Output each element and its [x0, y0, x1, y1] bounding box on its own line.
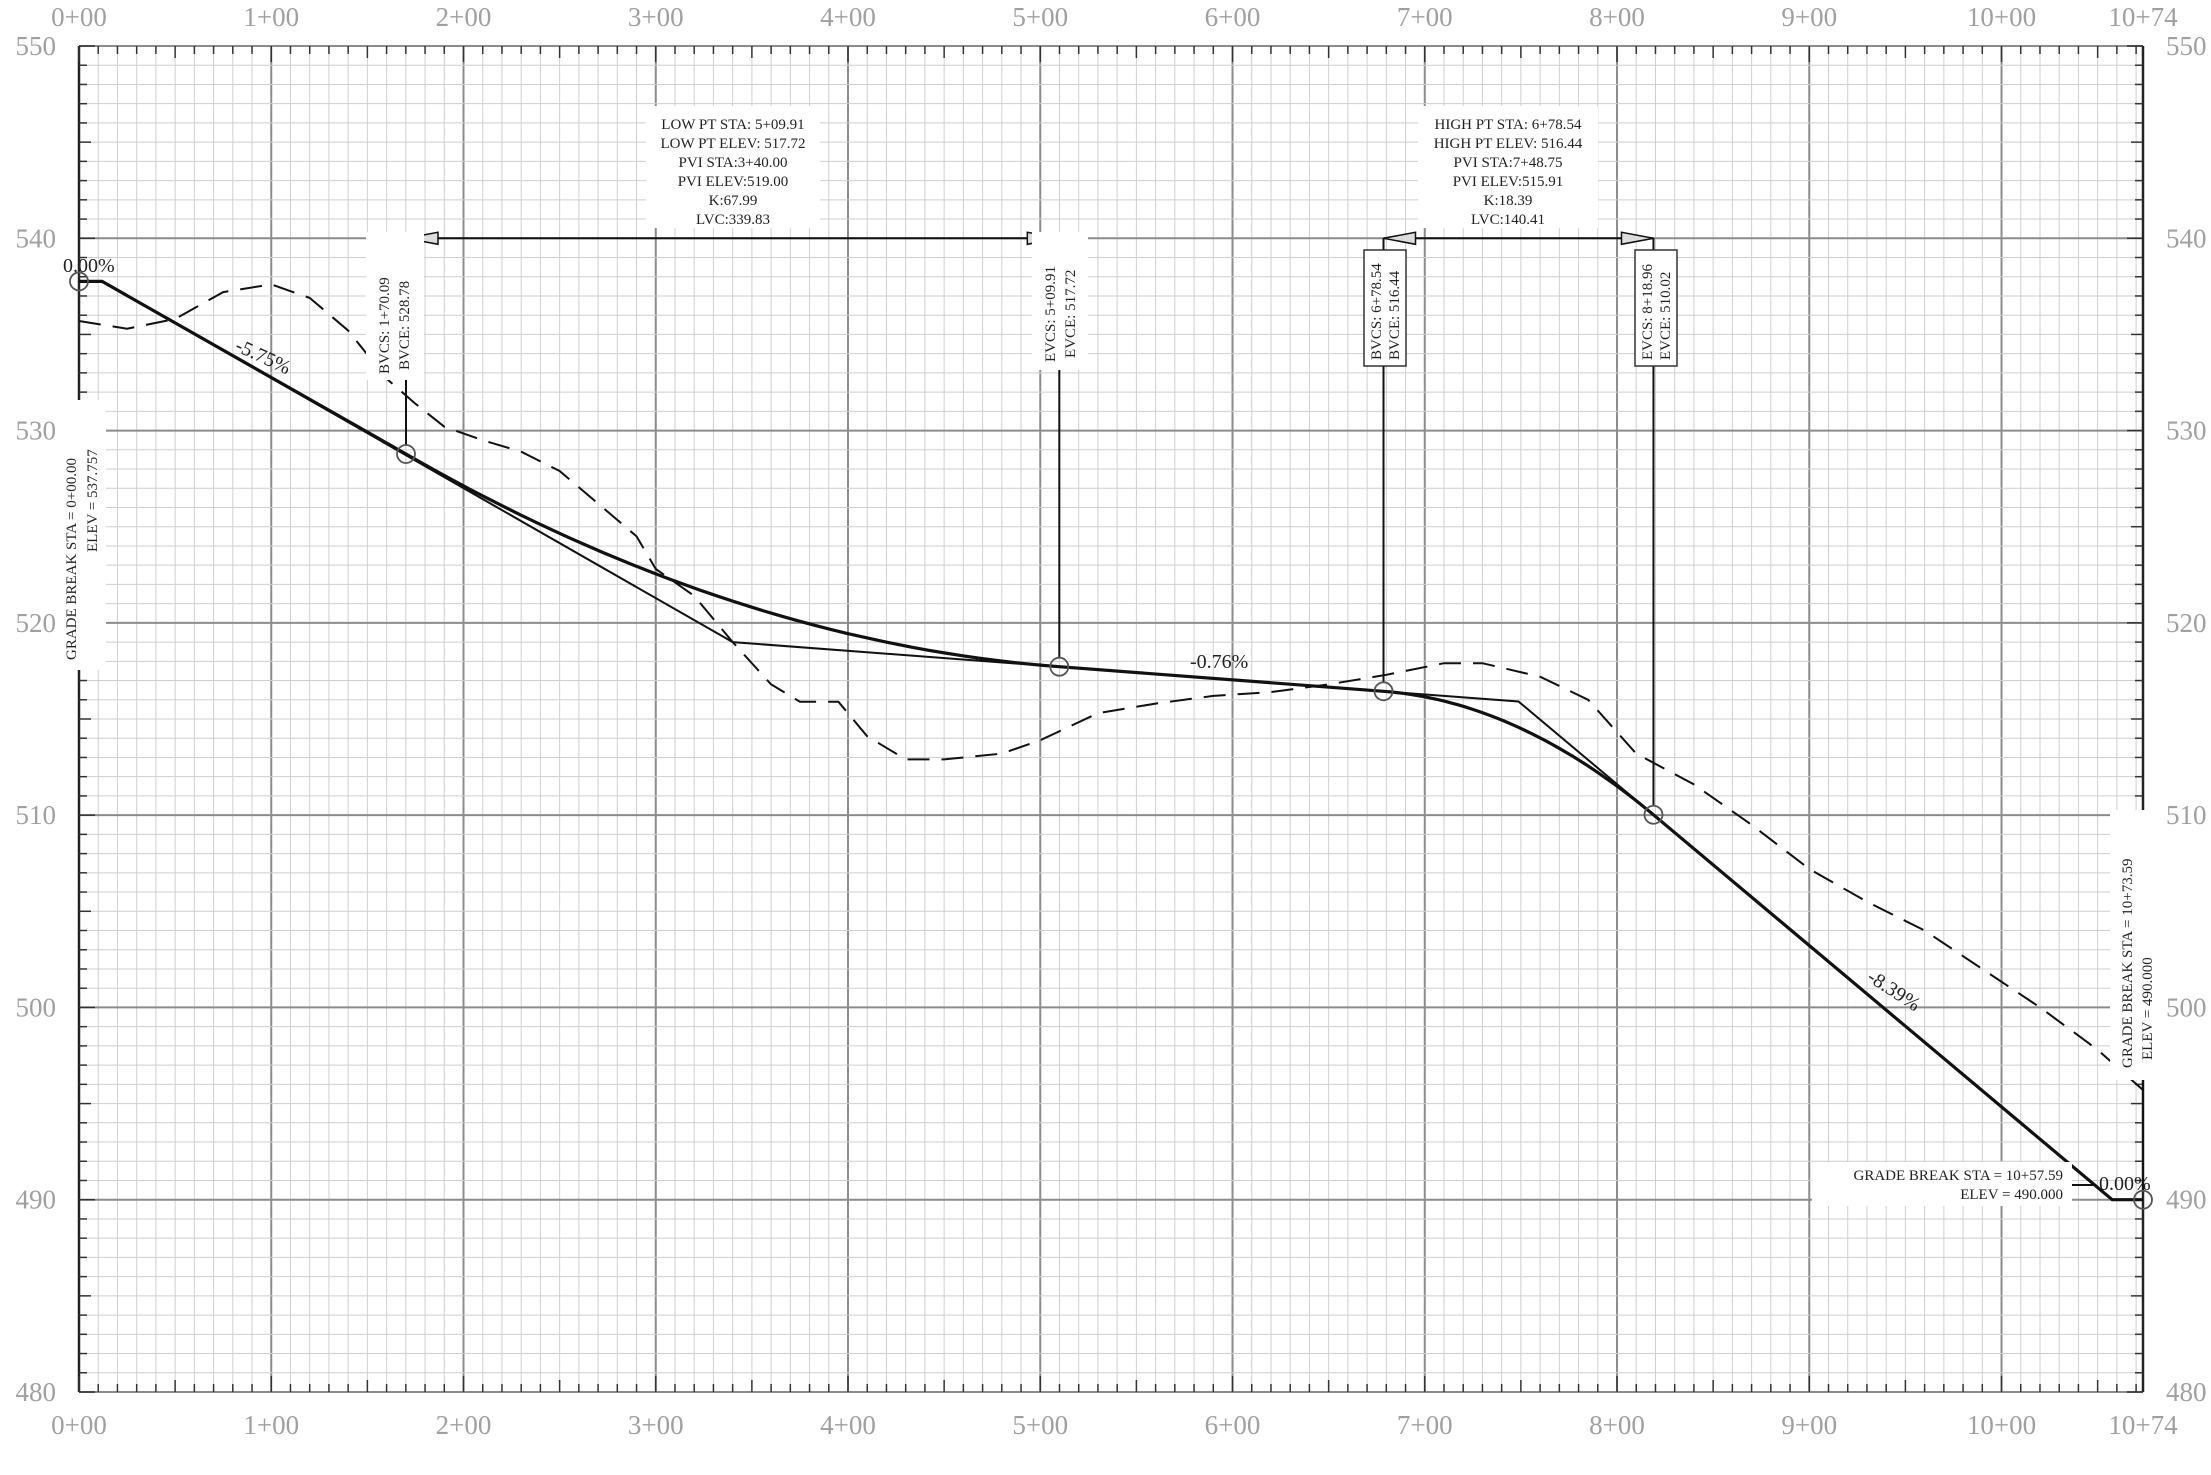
x-tick-label-bottom: 1+00 — [243, 1410, 299, 1440]
grade-break-start-station: GRADE BREAK STA = 0+00.00 — [64, 458, 80, 660]
grade-break-mid-elevation: ELEV = 490.000 — [1960, 1187, 2063, 1203]
evc-2-elevation: EVCE: 510.02 — [1658, 272, 1674, 360]
curve-1-info-box: LOW PT STA: 5+09.91 LOW PT ELEV: 517.72 … — [646, 106, 820, 228]
x-tick-label-bottom: 3+00 — [628, 1410, 684, 1440]
y-tick-label-right: 500 — [2166, 992, 2207, 1022]
curve-1-info-line: LVC:339.83 — [696, 212, 770, 228]
x-tick-label-top: 6+00 — [1205, 2, 1261, 32]
bvc-2-station: BVCS: 6+78.54 — [1369, 263, 1385, 360]
y-tick-label-left: 500 — [16, 992, 57, 1022]
station-markers — [69, 271, 2153, 1210]
evc-2-station: EVCS: 8+18.96 — [1640, 264, 1656, 360]
evc-1-station: EVCS: 5+09.91 — [1043, 266, 1059, 362]
curve-1-info-line: LOW PT ELEV: 517.72 — [661, 136, 806, 152]
curve-1-info-line: PVI ELEV:519.00 — [678, 174, 789, 190]
y-tick-label-right: 540 — [2166, 223, 2207, 253]
x-tick-label-bottom: 10+00 — [1967, 1410, 2036, 1440]
x-tick-label-top: 10+74 — [2108, 2, 2178, 32]
x-tick-label-bottom: 5+00 — [1012, 1410, 1068, 1440]
curve-1-info-line: LOW PT STA: 5+09.91 — [661, 117, 804, 133]
y-tick-label-right: 520 — [2166, 608, 2207, 638]
curve-2-info-line: HIGH PT ELEV: 516.44 — [1434, 136, 1583, 152]
dimension-arrow — [1620, 231, 1654, 246]
existing-ground-dashed-line — [78, 283, 2144, 1091]
curve-2-info-line: K:18.39 — [1484, 193, 1533, 209]
station-marker — [1643, 804, 1664, 825]
x-tick-label-bottom: 10+74 — [2108, 1410, 2178, 1440]
grade-break-end-elevation: ELEV = 490.000 — [2140, 957, 2156, 1060]
bvc-2-elevation: BVCE: 516.44 — [1387, 270, 1403, 360]
x-tick-label-top: 2+00 — [436, 2, 492, 32]
bvc-1-station: BVCS: 1+70.09 — [377, 277, 393, 374]
bvc-2-label: BVCS: 6+78.54 BVCE: 516.44 — [1363, 249, 1407, 367]
x-tick-label-bottom: 4+00 — [820, 1410, 876, 1440]
station-marker — [396, 444, 416, 464]
y-tick-label-right: 480 — [2166, 1377, 2207, 1407]
x-tick-label-top: 8+00 — [1589, 2, 1645, 32]
y-tick-label-right: 550 — [2166, 31, 2207, 61]
grid — [77, 45, 2145, 1393]
x-tick-label-bottom: 2+00 — [436, 1410, 492, 1440]
station-marker — [69, 271, 89, 292]
x-tick-label-top: 9+00 — [1781, 2, 1837, 32]
y-tick-label-left: 540 — [16, 223, 57, 253]
grade-break-mid-label: GRADE BREAK STA = 10+57.59 ELEV = 490.00… — [1812, 1162, 2072, 1206]
curve-1-info-line: K:67.99 — [709, 193, 758, 209]
x-tick-label-top: 5+00 — [1012, 2, 1068, 32]
curve-2-info-line: PVI ELEV:515.91 — [1453, 174, 1564, 190]
evc-2-label: EVCS: 8+18.96 EVCE: 510.02 — [1634, 249, 1678, 367]
grade-break-mid-station: GRADE BREAK STA = 10+57.59 — [1854, 1168, 2063, 1184]
x-tick-label-top: 10+00 — [1967, 2, 2036, 32]
grade-break-end-label: GRADE BREAK STA = 10+73.59 ELEV = 490.00… — [2110, 810, 2160, 1080]
x-tick-label-bottom: 9+00 — [1781, 1410, 1837, 1440]
proposed-profile-line — [79, 279, 2143, 1202]
bvc-1-label: BVCS: 1+70.09 BVCE: 528.78 — [366, 232, 424, 380]
y-tick-label-right: 530 — [2166, 416, 2207, 446]
station-marker — [2133, 1189, 2153, 1210]
grade-label-start: 0.00% — [63, 255, 115, 277]
curve-2-info-line: LVC:140.41 — [1471, 212, 1545, 228]
grade-break-start-elevation: ELEV = 537.757 — [85, 449, 101, 552]
y-tick-label-left: 550 — [16, 31, 57, 61]
curve-2-info-line: PVI STA:7+48.75 — [1454, 155, 1563, 171]
y-tick-label-left: 520 — [16, 608, 57, 638]
x-tick-label-top: 3+00 — [628, 2, 684, 32]
y-tick-label-left: 490 — [16, 1185, 57, 1215]
x-tick-label-top: 1+00 — [243, 2, 299, 32]
y-tick-label-left: 510 — [16, 800, 57, 830]
y-tick-label-left: 530 — [16, 416, 57, 446]
dimension-arrow — [1383, 231, 1417, 246]
grade-break-end-station: GRADE BREAK STA = 10+73.59 — [2120, 859, 2136, 1068]
y-tick-label-right: 510 — [2166, 800, 2207, 830]
station-marker — [1373, 681, 1394, 702]
grade-label-end: 0.00% — [2099, 1173, 2151, 1195]
curve-2-info-line: HIGH PT STA: 6+78.54 — [1435, 117, 1582, 133]
x-tick-label-top: 4+00 — [820, 2, 876, 32]
grade-break-start-label: GRADE BREAK STA = 0+00.00 ELEV = 537.757 — [56, 400, 106, 670]
station-marker — [1049, 656, 1070, 677]
x-tick-label-bottom: 7+00 — [1397, 1410, 1453, 1440]
y-tick-label-left: 480 — [16, 1377, 57, 1407]
x-tick-label-bottom: 0+00 — [51, 1410, 107, 1440]
x-tick-label-bottom: 6+00 — [1205, 1410, 1261, 1440]
evc-1-label: EVCS: 5+09.91 EVCE: 517.72 — [1032, 232, 1088, 370]
y-tick-label-right: 490 — [2166, 1185, 2207, 1215]
grade-label-2: -0.76% — [1190, 651, 1248, 673]
curve-1-info-line: PVI STA:3+40.00 — [679, 155, 788, 171]
x-tick-label-top: 7+00 — [1397, 2, 1453, 32]
x-tick-label-top: 0+00 — [51, 2, 107, 32]
x-tick-label-bottom: 8+00 — [1589, 1410, 1645, 1440]
bvc-1-elevation: BVCE: 528.78 — [397, 281, 413, 370]
curve-2-info-box: HIGH PT STA: 6+78.54 HIGH PT ELEV: 516.4… — [1418, 106, 1598, 228]
evc-1-elevation: EVCE: 517.72 — [1063, 270, 1079, 358]
